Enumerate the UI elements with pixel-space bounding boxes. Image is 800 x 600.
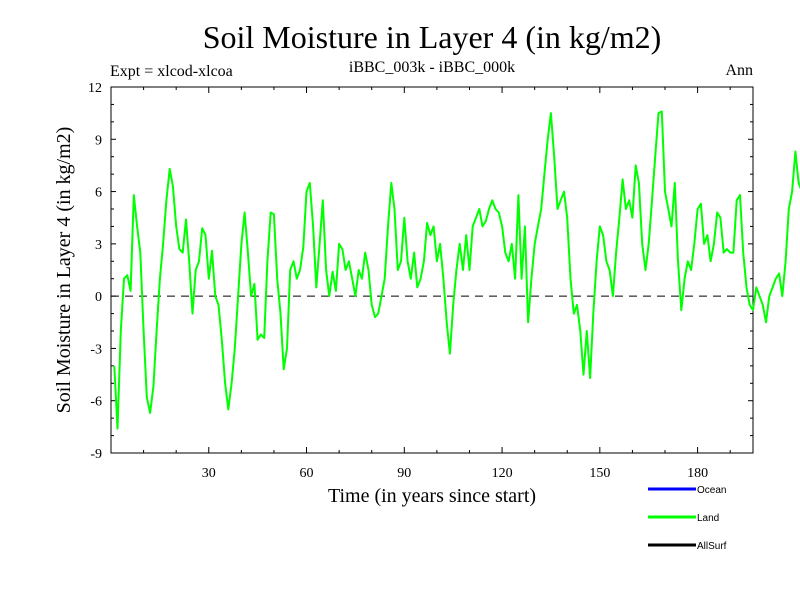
y-tick-label: -3 bbox=[90, 342, 102, 357]
x-tick-label: 120 bbox=[492, 466, 513, 481]
legend-label-allsurf: AllSurf bbox=[697, 541, 727, 552]
x-tick-label: 60 bbox=[300, 466, 314, 481]
y-tick-label: 9 bbox=[95, 133, 102, 148]
x-axis-label: Time (in years since start) bbox=[328, 485, 536, 507]
x-tick-label: 90 bbox=[397, 466, 411, 481]
x-axis: 30 60 90 120 150 180 bbox=[143, 87, 731, 481]
plot-frame bbox=[110, 86, 754, 454]
chart-title: Soil Moisture in Layer 4 (in kg/m2) bbox=[203, 19, 662, 55]
chart-subtitle-center: iBBC_003k - iBBC_000k bbox=[349, 59, 515, 76]
y-axis: -9 -6 -3 0 3 6 9 12 bbox=[88, 81, 753, 462]
y-tick-label: -6 bbox=[90, 395, 102, 410]
chart-subtitle-right: Ann bbox=[725, 62, 753, 79]
y-tick-label: 12 bbox=[88, 81, 102, 96]
legend: Ocean Land AllSurf bbox=[648, 485, 727, 552]
chart-subtitle-left: Expt = xlcod-xlcoa bbox=[110, 63, 233, 80]
legend-label-ocean: Ocean bbox=[697, 485, 726, 496]
y-tick-label: -9 bbox=[90, 447, 102, 462]
x-tick-label: 30 bbox=[202, 466, 216, 481]
series-line-land bbox=[113, 110, 800, 430]
y-axis-label: Soil Moisture in Layer 4 (in kg/m2) bbox=[53, 127, 75, 414]
y-tick-label: 3 bbox=[95, 238, 102, 253]
x-tick-label: 180 bbox=[687, 466, 708, 481]
x-tick-label: 150 bbox=[589, 466, 610, 481]
plot-area: -9 -6 -3 0 3 6 9 12 30 60 90 120 150 180 bbox=[88, 81, 800, 481]
legend-label-land: Land bbox=[697, 513, 719, 524]
y-tick-label: 6 bbox=[95, 186, 102, 201]
y-tick-label: 0 bbox=[95, 290, 102, 305]
